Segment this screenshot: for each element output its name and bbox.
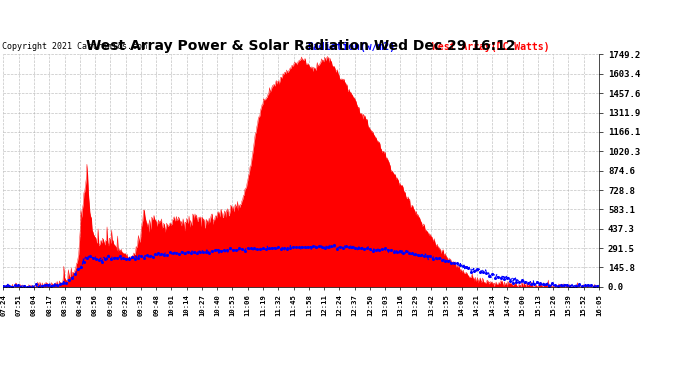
Text: Radiation(w/m2): Radiation(w/m2) (307, 42, 395, 52)
Title: West Array Power & Solar Radiation Wed Dec 29 16:12: West Array Power & Solar Radiation Wed D… (86, 39, 516, 53)
Text: West Array(DC Watts): West Array(DC Watts) (432, 42, 550, 52)
Text: Copyright 2021 Cartronics.com: Copyright 2021 Cartronics.com (2, 42, 147, 51)
